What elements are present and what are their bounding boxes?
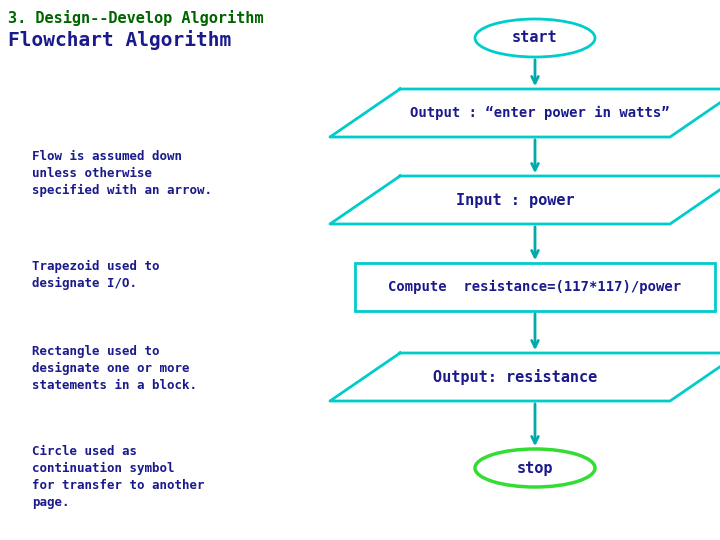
Text: stop: stop (517, 461, 553, 476)
Text: Output: resistance: Output: resistance (433, 369, 597, 385)
Text: Output : “enter power in watts”: Output : “enter power in watts” (410, 106, 670, 120)
Text: Trapezoid used to
designate I/O.: Trapezoid used to designate I/O. (32, 260, 160, 290)
Text: Flowchart Algorithm: Flowchart Algorithm (8, 30, 231, 50)
Bar (355, 263, 715, 311)
Text: Compute  resistance=(117*117)/power: Compute resistance=(117*117)/power (388, 280, 682, 294)
Text: Input : power: Input : power (456, 192, 575, 207)
Text: Rectangle used to
designate one or more
statements in a block.: Rectangle used to designate one or more … (32, 345, 197, 392)
Text: start: start (512, 30, 558, 45)
Text: Flow is assumed down
unless otherwise
specified with an arrow.: Flow is assumed down unless otherwise sp… (32, 150, 212, 197)
Text: Circle used as
continuation symbol
for transfer to another
page.: Circle used as continuation symbol for t… (32, 445, 204, 509)
Text: 3. Design--Develop Algorithm: 3. Design--Develop Algorithm (8, 10, 264, 26)
